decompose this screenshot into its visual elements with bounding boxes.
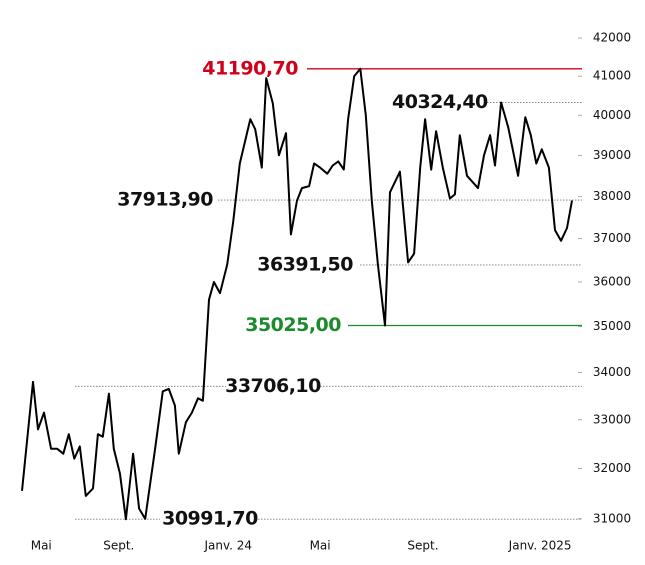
y-tick-label: 40000 bbox=[593, 108, 631, 122]
y-tick-label: 33000 bbox=[593, 412, 631, 426]
annotation-label: 41190,70 bbox=[202, 57, 298, 79]
y-tick-label: 42000 bbox=[593, 31, 631, 45]
annotation-label: 33706,10 bbox=[225, 375, 321, 397]
x-tick-label: Janv. 2025 bbox=[508, 539, 572, 553]
x-tick-label: Sept. bbox=[407, 539, 438, 553]
y-tick-label: 32000 bbox=[593, 461, 631, 475]
y-tick-label: 34000 bbox=[593, 365, 631, 379]
x-tick-label: Mai bbox=[31, 539, 52, 553]
y-tick-label: 41000 bbox=[593, 69, 631, 83]
x-tick-label: Sept. bbox=[103, 539, 134, 553]
y-tick-label: 36000 bbox=[593, 275, 631, 289]
y-tick-label: 35000 bbox=[593, 319, 631, 333]
annotation-label: 35025,00 bbox=[245, 314, 341, 336]
annotation-label: 40324,40 bbox=[392, 91, 488, 113]
y-tick-label: 38000 bbox=[593, 189, 631, 203]
annotation-label: 30991,70 bbox=[162, 508, 258, 530]
annotation-label: 36391,50 bbox=[257, 253, 353, 275]
y-tick-label: 39000 bbox=[593, 148, 631, 162]
y-tick-label: 31000 bbox=[593, 511, 631, 525]
x-tick-label: Janv. 24 bbox=[203, 539, 252, 553]
price-line bbox=[21, 67, 573, 521]
x-tick-label: Mai bbox=[310, 539, 331, 553]
annotation-label: 37913,90 bbox=[117, 189, 213, 211]
y-tick-label: 37000 bbox=[593, 231, 631, 245]
